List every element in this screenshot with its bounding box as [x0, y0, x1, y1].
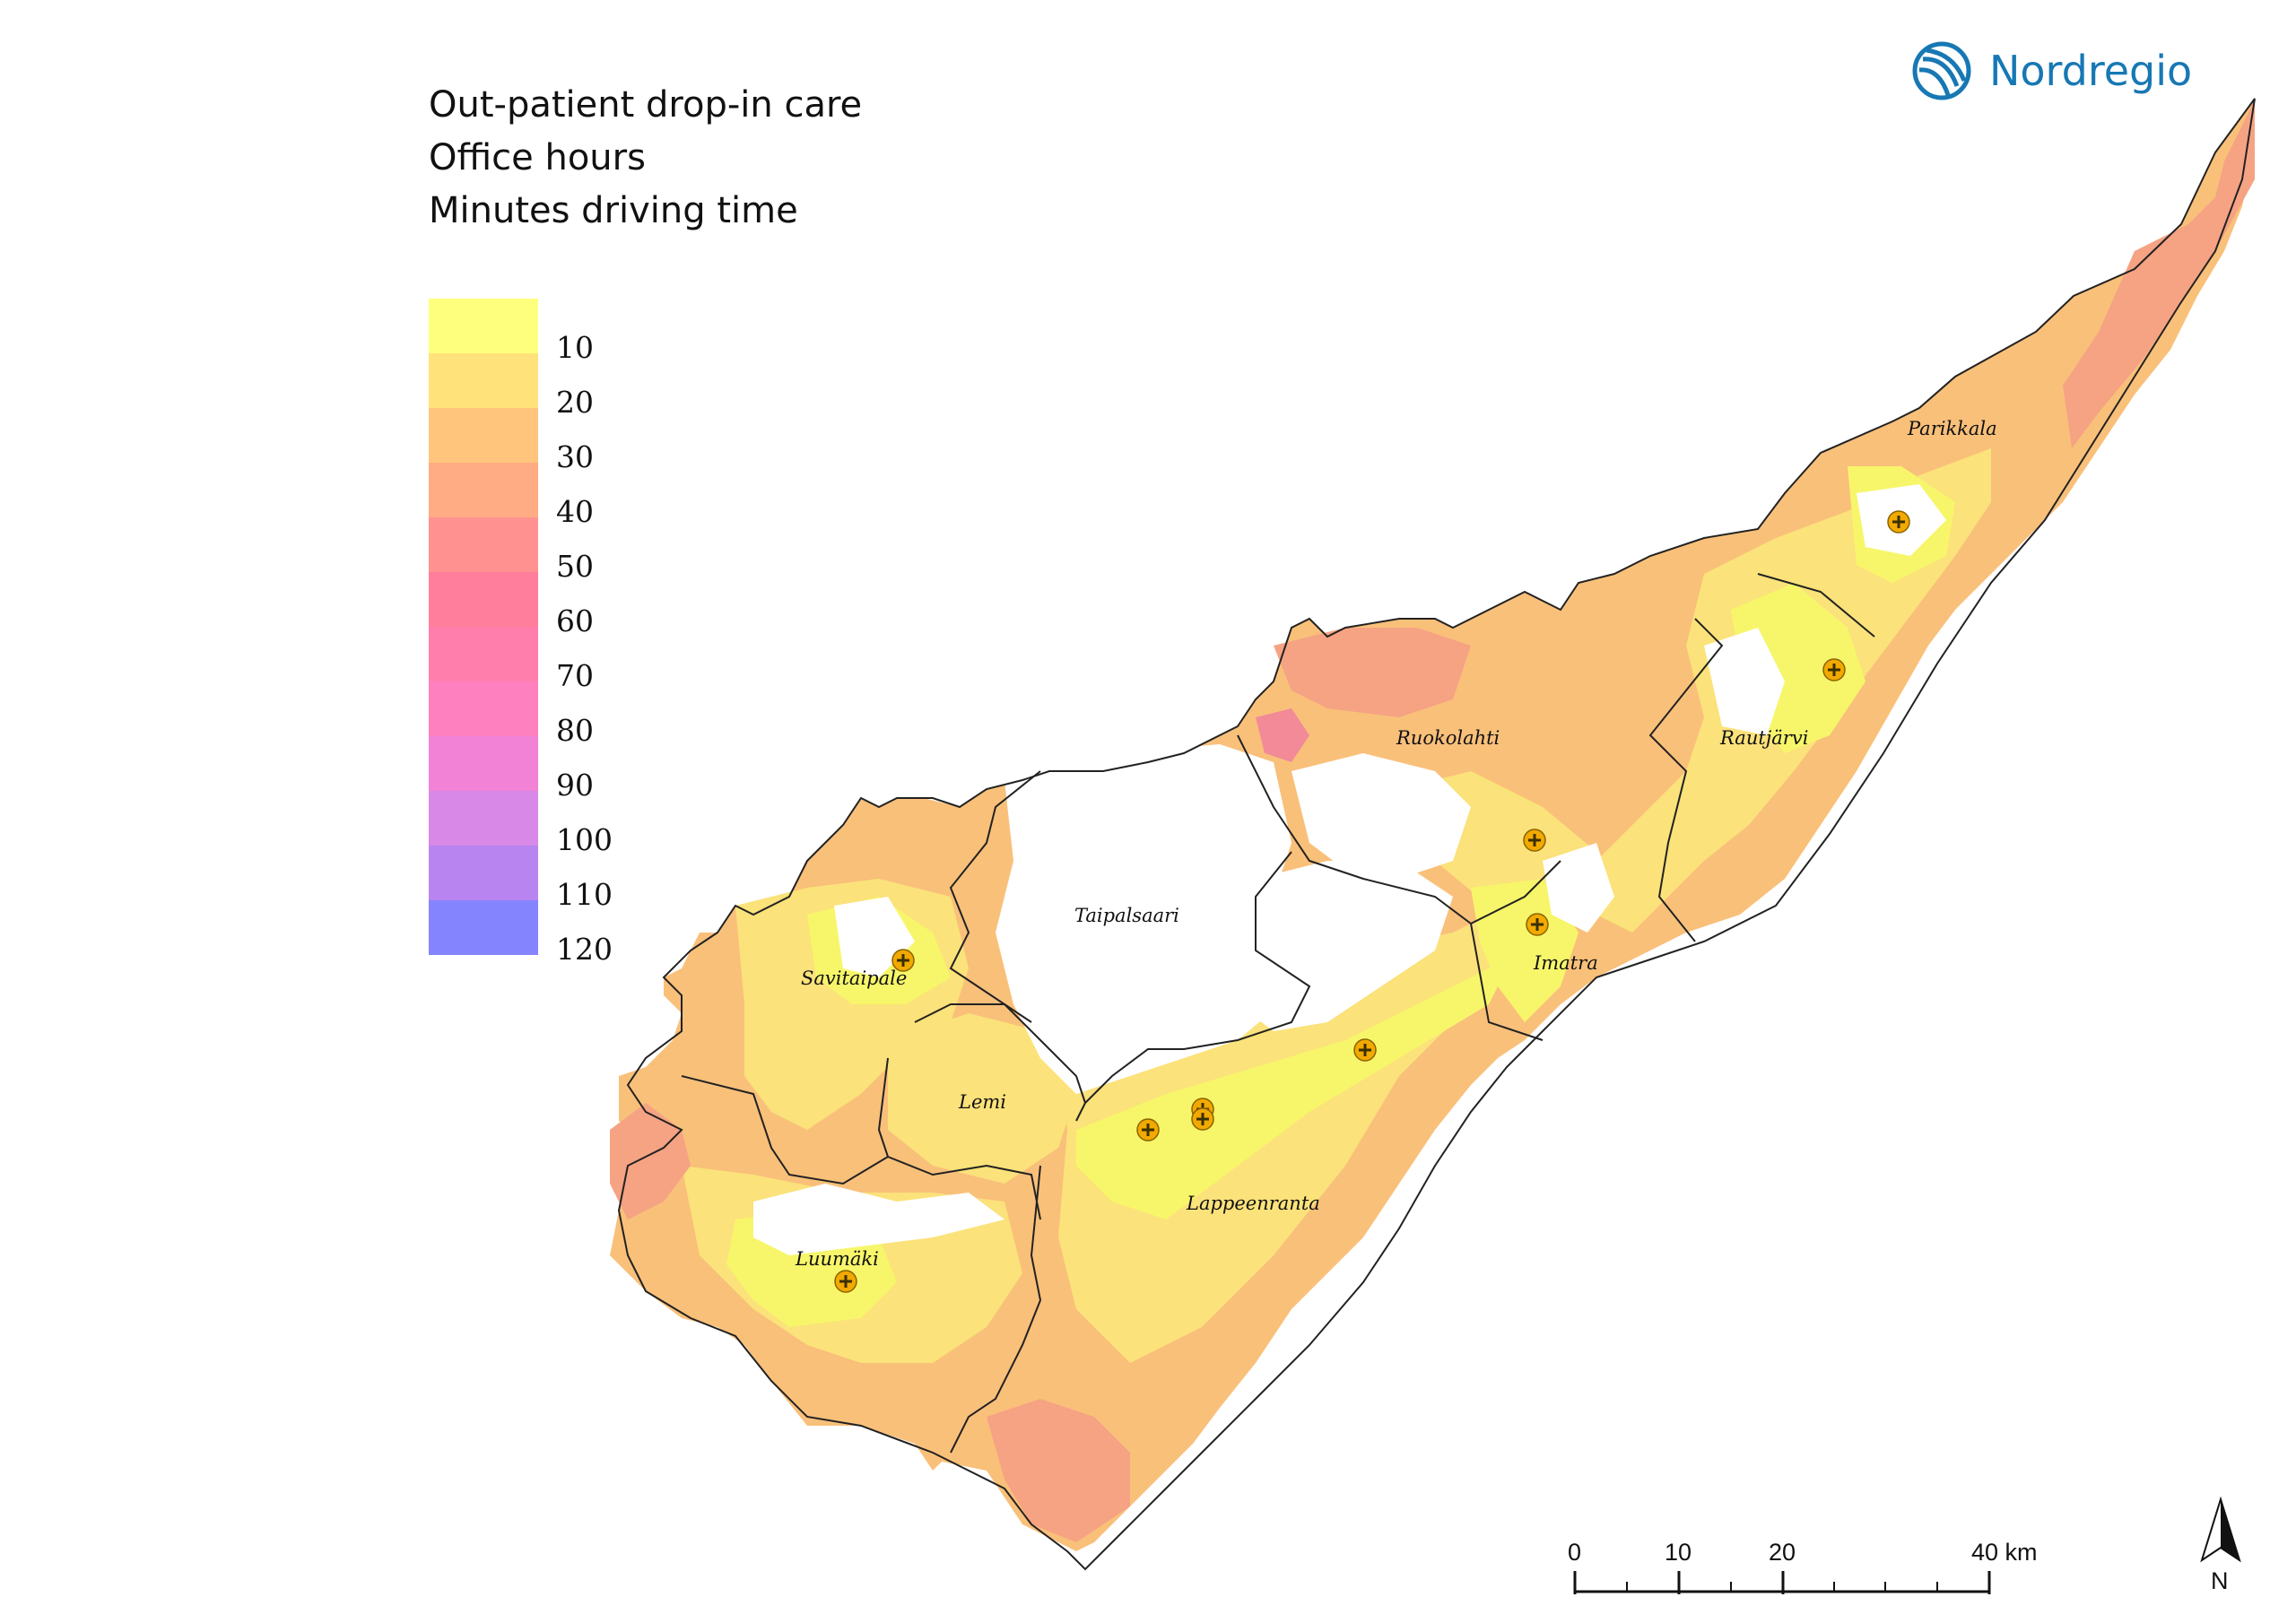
legend-swatch [429, 299, 538, 353]
legend-item: 10 [429, 299, 662, 362]
legend-swatch [429, 846, 538, 900]
border-luumaki-lappeenranta [950, 1165, 1042, 1454]
legend-swatch [429, 353, 538, 408]
border-ruokolahti-lappeenranta [1237, 734, 1472, 924]
municipality-boundaries [617, 98, 2256, 1571]
legend-swatch [429, 517, 538, 572]
scale-label-20: 20 [1769, 1539, 1796, 1566]
scale-bar: 0 10 20 40 km [1568, 1539, 2038, 1594]
legend-item: 100 [429, 791, 662, 855]
border-savitaipale-luumaki [681, 1075, 889, 1185]
nordregio-logo-icon [1912, 41, 1971, 100]
legend-item: 20 [429, 353, 662, 417]
label-luumaki: Luumäki [795, 1248, 879, 1270]
region-outline [617, 98, 2256, 1571]
border-rautjarvi-ruokolahti [1648, 618, 1724, 942]
zone-10min-lappeenranta [1076, 933, 1525, 1219]
label-imatra: Imatra [1533, 952, 1598, 974]
label-parikkala: Parikkala [1907, 418, 1997, 439]
scale-label-0: 0 [1568, 1539, 1581, 1566]
label-rautjarvi: Rautjärvi [1719, 727, 1808, 749]
lake-rautjarvi [1704, 628, 1785, 735]
label-savitaipale: Savitaipale [801, 968, 907, 989]
health-centre-icon [834, 1270, 857, 1293]
legend-label: 80 [556, 713, 594, 748]
legend-item: 70 [429, 627, 662, 690]
health-centre-icon [1822, 658, 1846, 681]
label-taipalsaari: Taipalsaari [1074, 905, 1179, 926]
legend-label: 100 [556, 822, 613, 857]
logo-text: Nordregio [1989, 47, 2193, 95]
legend-swatch [429, 572, 538, 627]
border-savitaipale-lemi [914, 1003, 1086, 1104]
legend-swatch [429, 681, 538, 736]
lake-imatra [1543, 843, 1614, 933]
health-centre-icon [1353, 1038, 1377, 1062]
drive-time-map [610, 98, 2256, 1571]
border-lemi-luumaki [877, 1057, 1041, 1220]
legend-label: 120 [556, 932, 613, 967]
north-label: N [2211, 1567, 2229, 1594]
legend-label: 40 [556, 494, 594, 529]
legend-swatch [429, 463, 538, 517]
health-centre-icon [1526, 913, 1549, 936]
map-title: Out-patient drop-in care Office hours Mi… [429, 79, 862, 238]
legend-swatch [429, 900, 538, 955]
legend-swatch [429, 791, 538, 846]
north-arrow: N [2200, 1496, 2241, 1594]
zone-40min-ruokolahti-north [1274, 628, 1471, 717]
lake-taipalsaari [996, 744, 1309, 1094]
legend-label: 90 [556, 768, 594, 803]
health-centre-icon [1523, 829, 1546, 852]
legend-item: 120 [429, 900, 662, 964]
lake-luumaki [753, 1184, 1004, 1255]
border-taipalsaari-lappeenranta [1075, 851, 1311, 1122]
legend-label: 30 [556, 439, 594, 474]
health-centre-icon [1136, 1118, 1160, 1141]
nordregio-logo: Nordregio [1910, 39, 2192, 102]
scale-label-10: 10 [1665, 1539, 1692, 1566]
legend-item: 30 [429, 408, 662, 472]
legend-swatch [429, 627, 538, 681]
health-centre-icon [1191, 1107, 1214, 1131]
label-lappeenranta: Lappeenranta [1186, 1193, 1320, 1214]
lake-ruokolahti [1292, 753, 1471, 879]
title-line-1: Out-patient drop-in care [429, 84, 863, 126]
label-lemi: Lemi [958, 1091, 1006, 1113]
legend-item: 50 [429, 517, 662, 581]
legend-item: 60 [429, 572, 662, 636]
health-centre-markers [834, 510, 1910, 1293]
zone-50min-pocket [1256, 708, 1309, 762]
zone-20min-lemi [888, 1013, 1076, 1184]
place-labels: Parikkala Rautjärvi Ruokolahti Imatra Ta… [795, 418, 1997, 1270]
legend-item: 90 [429, 736, 662, 800]
lake-saimaa-central [1229, 861, 1453, 1031]
legend-item: 40 [429, 463, 662, 526]
zone-40min-south [987, 1399, 1130, 1542]
zone-40min-northeast [2063, 99, 2255, 448]
legend-item: 80 [429, 681, 662, 745]
legend-swatch [429, 736, 538, 791]
legend-label: 50 [556, 549, 594, 584]
legend-swatch [429, 408, 538, 463]
title-line-3: Minutes driving time [429, 190, 798, 231]
legend-label: 20 [556, 385, 594, 420]
title-line-2: Office hours [429, 137, 646, 178]
zone-40min-west [610, 1103, 691, 1219]
legend-item: 110 [429, 846, 662, 909]
border-parikkala-rautjarvi [1757, 573, 1875, 638]
legend-label: 110 [556, 877, 613, 912]
legend-label: 10 [556, 330, 594, 365]
legend-label: 60 [556, 603, 594, 638]
health-centre-icon [891, 949, 915, 972]
scale-label-40km: 40 km [1971, 1539, 2038, 1566]
legend: 10 20 30 40 50 60 70 80 90 100 110 120 [429, 299, 662, 964]
health-centre-icon [1887, 510, 1910, 534]
border-savitaipale-taipalsaari [949, 770, 1041, 1023]
legend-label: 70 [556, 658, 594, 693]
label-ruokolahti: Ruokolahti [1396, 727, 1500, 749]
